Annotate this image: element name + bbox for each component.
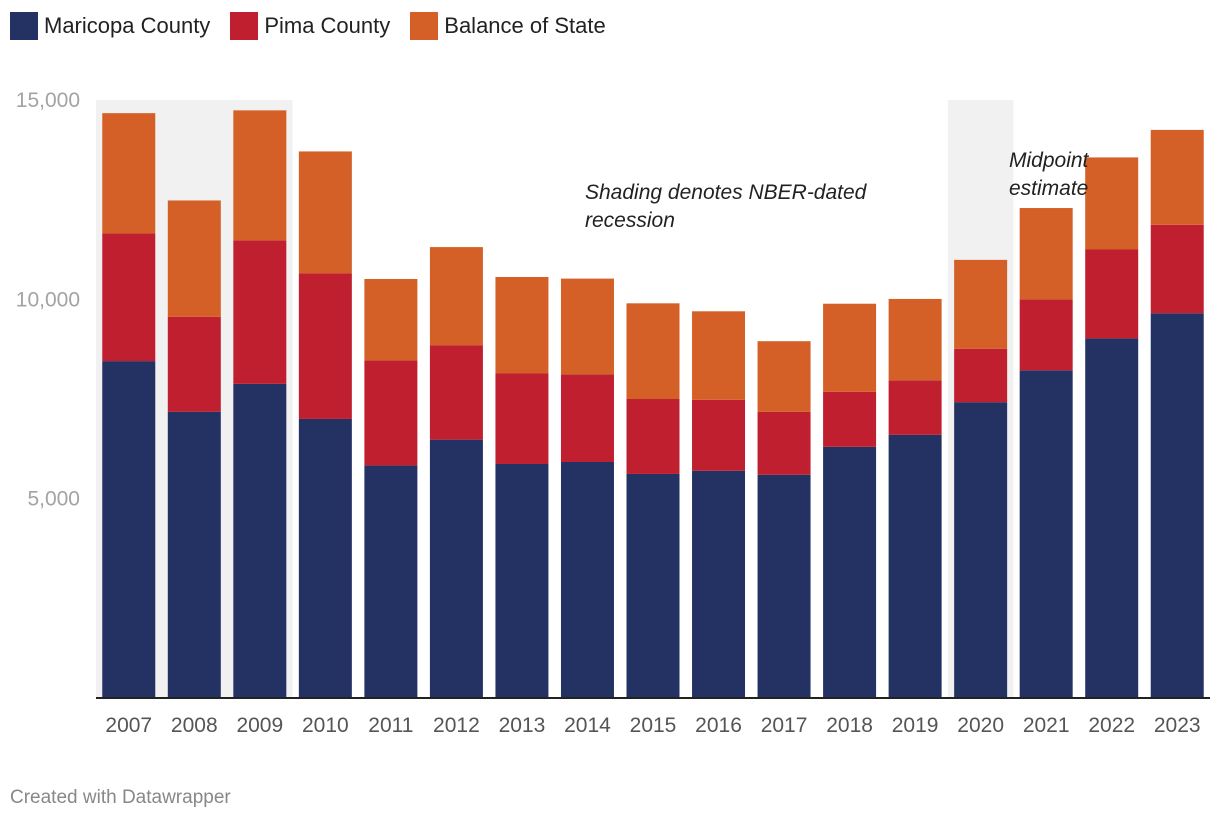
- bar-2019-balance-of-state: [888, 298, 942, 381]
- bar-2023-balance-of-state: [1150, 129, 1204, 225]
- bar-2017-balance-of-state: [757, 341, 811, 412]
- bar-2014-balance-of-state: [560, 278, 614, 375]
- bar-2010-pima-county: [298, 273, 352, 419]
- bar-2018-balance-of-state: [823, 303, 877, 392]
- x-tick-label: 2017: [761, 714, 808, 737]
- annotation-line: Midpoint: [1009, 149, 1090, 172]
- x-tick-label: 2022: [1088, 714, 1135, 737]
- bar-2021-balance-of-state: [1019, 208, 1073, 300]
- x-tick-label: 2010: [302, 714, 349, 737]
- y-tick-label: 15,000: [16, 89, 80, 112]
- bar-2010-balance-of-state: [298, 151, 352, 274]
- bar-2018-pima-county: [823, 391, 877, 447]
- bar-2009-maricopa-county: [233, 383, 287, 698]
- bar-2019-maricopa-county: [888, 434, 942, 698]
- bar-2023-maricopa-county: [1150, 313, 1204, 698]
- x-tick-label: 2007: [105, 714, 152, 737]
- bar-2013-balance-of-state: [495, 277, 549, 374]
- legend-label: Pima County: [264, 13, 391, 38]
- bar-2013-maricopa-county: [495, 463, 549, 698]
- bar-2021-pima-county: [1019, 299, 1073, 371]
- bar-2014-maricopa-county: [560, 461, 614, 698]
- legend-swatch: [410, 12, 439, 40]
- bar-2022-balance-of-state: [1085, 157, 1139, 250]
- bar-2014-pima-county: [560, 374, 614, 462]
- bar-2015-maricopa-county: [626, 473, 680, 698]
- bar-2007-balance-of-state: [102, 113, 156, 234]
- legend-item-2: Balance of State: [410, 12, 606, 40]
- annotation-line: estimate: [1009, 177, 1088, 200]
- x-tick-label: 2012: [433, 714, 480, 737]
- bar-2008-pima-county: [167, 316, 221, 412]
- bar-2008-maricopa-county: [167, 411, 221, 698]
- bar-2016-pima-county: [692, 399, 746, 471]
- bar-2023-pima-county: [1150, 224, 1204, 314]
- x-tick-label: 2021: [1023, 714, 1070, 737]
- x-tick-label: 2014: [564, 714, 611, 737]
- bar-2009-pima-county: [233, 240, 287, 384]
- bar-2020-pima-county: [954, 348, 1008, 403]
- legend-label: Maricopa County: [44, 13, 211, 38]
- bar-2022-pima-county: [1085, 249, 1139, 339]
- legend-label: Balance of State: [444, 13, 606, 38]
- annotation-1: Midpoint estimate: [1009, 149, 1090, 200]
- annotation-line: recession: [585, 209, 675, 232]
- annotation-line: Shading denotes NBER-dated: [585, 181, 868, 204]
- x-tick-label: 2023: [1154, 714, 1201, 737]
- bar-2007-pima-county: [102, 233, 156, 362]
- x-tick-label: 2019: [892, 714, 939, 737]
- bar-2016-maricopa-county: [692, 470, 746, 698]
- chart-legend: Maricopa County Pima County Balance of Sta…: [10, 12, 626, 40]
- x-tick-label: 2008: [171, 714, 218, 737]
- bar-2022-maricopa-county: [1085, 338, 1139, 698]
- bar-2019-pima-county: [888, 380, 942, 435]
- bar-2011-pima-county: [364, 360, 418, 466]
- bar-2012-pima-county: [429, 345, 483, 440]
- legend-swatch: [10, 12, 38, 40]
- bar-2021-maricopa-county: [1019, 370, 1073, 698]
- y-tick-label: 5,000: [27, 488, 80, 511]
- x-tick-label: 2011: [368, 714, 413, 737]
- bar-2020-maricopa-county: [954, 402, 1008, 698]
- bar-2013-pima-county: [495, 373, 549, 464]
- bar-2010-maricopa-county: [298, 418, 352, 698]
- y-tick-label: 10,000: [16, 288, 80, 311]
- bar-2017-maricopa-county: [757, 474, 811, 698]
- x-tick-label: 2009: [236, 714, 283, 737]
- bar-2012-maricopa-county: [429, 439, 483, 698]
- bar-2020-balance-of-state: [954, 259, 1008, 349]
- credit-text: Created with Datawrapper: [10, 787, 231, 808]
- legend-swatch: [230, 12, 259, 40]
- x-tick-label: 2015: [630, 714, 677, 737]
- x-tick-label: 2020: [957, 714, 1004, 737]
- bar-2015-balance-of-state: [626, 303, 680, 399]
- bar-2009-balance-of-state: [233, 110, 287, 241]
- bar-2007-maricopa-county: [102, 361, 156, 698]
- bar-2017-pima-county: [757, 411, 811, 475]
- bar-2018-maricopa-county: [823, 446, 877, 698]
- annotation-0: Shading denotes NBER-dated recession: [585, 181, 868, 232]
- legend-item-0: Maricopa County: [10, 12, 210, 40]
- bar-2012-balance-of-state: [429, 247, 483, 346]
- bar-2015-pima-county: [626, 399, 680, 474]
- bar-2016-balance-of-state: [692, 311, 746, 400]
- legend-item-1: Pima County: [230, 12, 390, 40]
- bar-2008-balance-of-state: [167, 200, 221, 317]
- x-tick-label: 2018: [826, 714, 873, 737]
- x-tick-label: 2013: [499, 714, 546, 737]
- bar-2011-balance-of-state: [364, 279, 418, 361]
- bar-2011-maricopa-county: [364, 465, 418, 698]
- x-tick-label: 2016: [695, 714, 742, 737]
